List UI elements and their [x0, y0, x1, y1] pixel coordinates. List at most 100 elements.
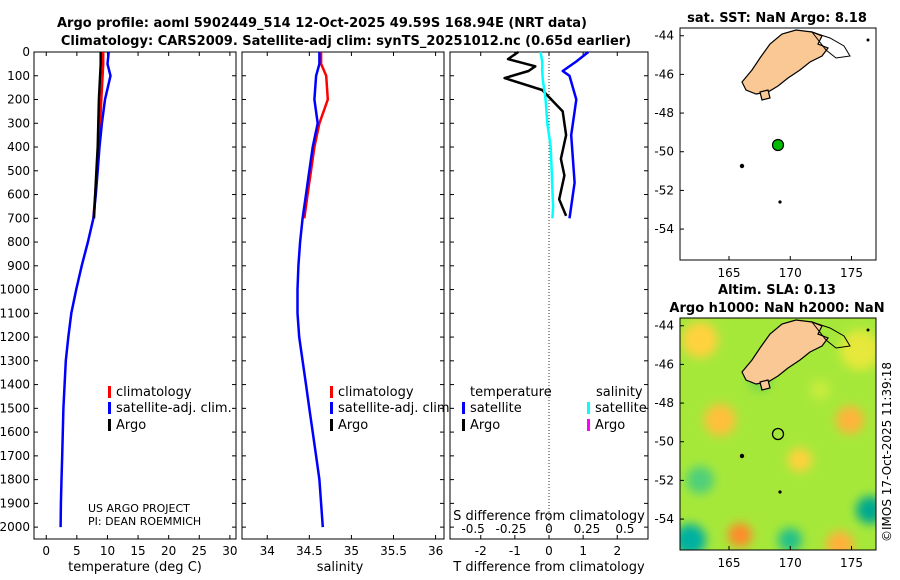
- lat-tick-label: -44: [654, 319, 674, 333]
- x-tick-label: 30: [222, 544, 237, 558]
- lat-tick-label: -50: [654, 435, 674, 449]
- campbell-island: [778, 200, 782, 204]
- argo-float-marker: [771, 138, 785, 152]
- depth-tick-label: 1600: [0, 425, 30, 439]
- salinity-axes-frame: [241, 51, 445, 540]
- s-diff-tick-label: 0.25: [574, 522, 601, 536]
- x-tick-label: -2: [475, 544, 487, 558]
- temperature-legend: climatology satellite-adj. clim. Argo: [108, 385, 232, 433]
- s-diff-tick-label: 0: [545, 522, 553, 536]
- lat-tick-label: -52: [654, 183, 674, 197]
- depth-tick-label: 1900: [0, 496, 30, 510]
- x-tick-label: 34.5: [296, 544, 323, 558]
- lat-tick-label: -52: [654, 473, 674, 487]
- x-tick-label: 0: [42, 544, 50, 558]
- legend-swatch-argo: [108, 419, 111, 431]
- depth-tick-label: 800: [7, 235, 30, 249]
- stewart-island-land-2: [759, 379, 771, 391]
- salinity-panel: 34 34.5 35 35.5 36 salinity climatology sate…: [241, 51, 454, 575]
- legend-swatch-satellite: [330, 402, 333, 414]
- legend-label-climatology: climatology: [116, 385, 192, 400]
- series-line-temperature-satellite: [561, 51, 590, 219]
- lon-tick-label: 170: [779, 556, 802, 570]
- depth-tick-label: 700: [7, 211, 30, 225]
- auckland-islands: [739, 163, 745, 169]
- s-difference-xlabel: S difference from climatology: [453, 509, 645, 524]
- legend-label-s-argo: Argo: [595, 418, 625, 433]
- s-diff-tick-label: -0.5: [461, 522, 484, 536]
- auckland-islands-2: [739, 453, 745, 459]
- depth-tick-label: 1100: [0, 306, 30, 320]
- depth-tick-label: 1300: [0, 354, 30, 368]
- sla-map-tick-labels: 165 170 175 -44 -46 -48 -50 -52 -54: [654, 319, 863, 570]
- sst-map: sat. SST: NaN Argo: 8.18 165 170 175 -44 -46…: [654, 11, 877, 280]
- sla-map-title1: Altim. SLA: 0.13: [718, 283, 836, 298]
- s-difference-tick-labels: -0.5 -0.25 0 0.25 0.5: [461, 522, 634, 536]
- lon-tick-label: 170: [779, 266, 802, 280]
- legend-title-temperature: temperature: [470, 385, 552, 400]
- depth-tick-label: 200: [7, 93, 30, 107]
- depth-tick-label: 1000: [0, 283, 30, 297]
- legend-swatch-t-satellite: [462, 402, 465, 414]
- depth-tick-label: 600: [7, 188, 30, 202]
- x-tick-label: 25: [192, 544, 207, 558]
- x-tick-label: 2: [613, 544, 621, 558]
- legend-swatch-climatology: [108, 386, 111, 398]
- s-diff-tick-label: -0.25: [496, 522, 527, 536]
- x-tick-label: -1: [509, 544, 521, 558]
- sla-map-title2: Argo h1000: NaN h2000: NaN: [669, 301, 884, 316]
- s-diff-tick-label: 0.5: [615, 522, 634, 536]
- legend-swatch-s-argo: [587, 419, 590, 431]
- legend-swatch-argo: [330, 419, 333, 431]
- depth-tick-label: 1500: [0, 401, 30, 415]
- islet-2: [866, 328, 870, 332]
- difference-legend: temperature salinity satellite Argo sate…: [462, 385, 647, 433]
- sst-map-tick-labels: 165 170 175 -44 -46 -48 -50 -52 -54: [654, 29, 863, 280]
- depth-tick-label: 100: [7, 69, 30, 83]
- legend-swatch-climatology: [330, 386, 333, 398]
- depth-tick-label: 1700: [0, 449, 30, 463]
- series-line-temperature-argo: [503, 50, 568, 217]
- legend-label-argo: Argo: [116, 418, 146, 433]
- depth-tick-label: 1200: [0, 330, 30, 344]
- x-tick-label: 1: [579, 544, 587, 558]
- lat-tick-label: -54: [654, 222, 674, 236]
- depth-tick-label: 300: [7, 116, 30, 130]
- temperature-panel: 0100200300400500600700800900100011001200…: [0, 45, 238, 575]
- temperature-series: [59, 51, 112, 528]
- legend-swatch-s-satellite: [587, 402, 590, 414]
- title-line2: Climatology: CARS2009. Satellite-adj cli…: [61, 34, 631, 49]
- x-tick-label: 0: [545, 544, 553, 558]
- temperature-xlabel: temperature (deg C): [68, 560, 202, 575]
- x-tick-label: 10: [100, 544, 115, 558]
- islet: [866, 38, 870, 42]
- lon-tick-label: 165: [718, 266, 741, 280]
- temperature-axes-frame: [33, 51, 237, 540]
- coastline-east: [810, 31, 851, 59]
- salinity-series: [296, 52, 330, 528]
- difference-panel: -2 -1 0 1 2 -0.5 -0.25 0 0.25 0.5 T difference f…: [449, 50, 649, 575]
- project-note: US ARGO PROJECT: [88, 502, 190, 515]
- x-tick-label: 36: [428, 544, 443, 558]
- campbell-island-2: [778, 490, 782, 494]
- x-tick-label: 20: [161, 544, 176, 558]
- legend-label-argo: Argo: [338, 418, 368, 433]
- x-tick-label: 35: [344, 544, 359, 558]
- depth-tick-label: 0: [22, 45, 30, 59]
- lat-tick-label: -46: [654, 67, 674, 81]
- depth-tick-label: 400: [7, 140, 30, 154]
- depth-tick-label: 900: [7, 259, 30, 273]
- series-line-salinity-satellite: [539, 51, 555, 219]
- salinity-xlabel: salinity: [317, 560, 364, 575]
- lon-tick-label: 175: [840, 556, 863, 570]
- depth-tick-label: 1800: [0, 473, 30, 487]
- sla-field: [680, 318, 876, 550]
- salinity-tick-labels: 34 34.5 35 35.5 36: [260, 52, 443, 558]
- legend-label-s-satellite: satellite: [595, 401, 647, 416]
- argo-float-marker-2: [771, 427, 785, 441]
- depth-tick-label: 500: [7, 164, 30, 178]
- stewart-island-land: [759, 89, 771, 101]
- lat-tick-label: -50: [654, 145, 674, 159]
- series-line-satellite-adj-clim-: [59, 51, 112, 528]
